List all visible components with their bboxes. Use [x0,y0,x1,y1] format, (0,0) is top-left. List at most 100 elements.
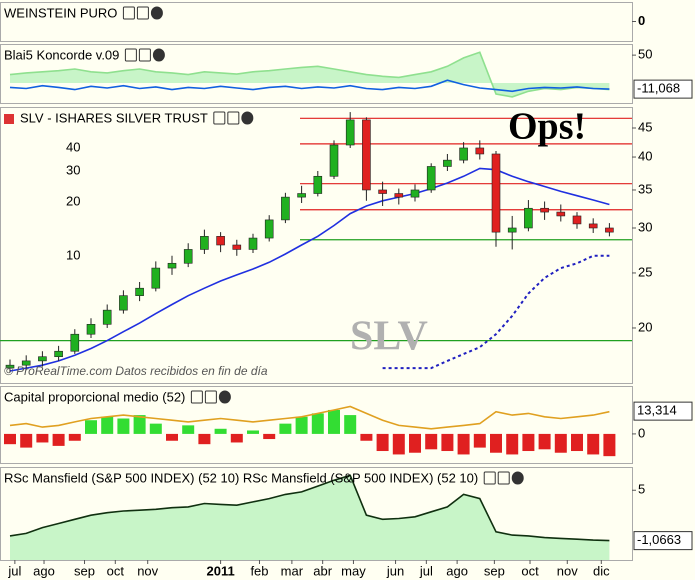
candle-body [605,227,614,233]
x-tick-label: sep [74,563,95,578]
x-tick-label: may [341,563,366,578]
candle-body [378,189,387,194]
candle-body [248,237,258,250]
bar [571,433,583,452]
panel-icon [136,6,149,20]
x-tick-label: feb [250,563,268,578]
x-tick-label: nov [557,563,578,578]
inset-label: 10 [66,247,80,262]
y-tick-label: 0 [638,425,645,440]
x-tick-label: ago [446,563,468,578]
bar [214,428,227,434]
candle-body [264,219,274,239]
bar [425,433,438,450]
candle-body [459,147,468,161]
candle-body [281,196,290,221]
bar [230,433,243,443]
panel-title: Capital proporcional medio (52) [4,389,185,404]
candle-body [54,350,63,358]
x-tick-label: sep [484,563,505,578]
candle-body [345,119,355,146]
watermark: SLV [350,314,428,360]
line [9,167,610,372]
y-tick-label: 20 [638,319,652,334]
panel-frame [0,107,633,384]
panel-icon [511,471,524,485]
bar [247,430,259,434]
panel: Ops! SLV © ProRealTime.com Datos recibidos… [0,106,652,384]
candle-body [426,166,436,191]
bar [409,433,421,453]
candle-body [70,333,80,352]
title-icon [4,114,14,124]
value-box [633,79,693,99]
value-label: 13,314 [637,403,677,418]
candle-body [572,215,582,225]
x-tick-label: 2011 [206,563,234,578]
panel-icon [241,111,254,125]
candle-body [313,175,323,194]
bar [441,433,454,452]
x-tick-label: oct [107,563,125,578]
candle-body [297,193,306,198]
panel: RSc Mansfield (S&P 500 INDEX) (52 10) RS… [0,467,693,578]
candle-body [410,189,420,198]
candle-body [38,356,47,362]
panel-icon [213,111,226,125]
bar [490,433,502,453]
bar [279,423,292,434]
value-box [633,401,693,421]
x-tick-label: dic [593,563,610,578]
area [10,52,610,97]
panel-icon [218,390,231,404]
bar [473,433,486,448]
bar [522,433,535,452]
bar [263,433,276,440]
y-tick-label: 35 [638,181,652,196]
x-tick-label: jul [419,563,433,578]
bar [4,433,16,445]
x-tick-label: abr [313,563,332,578]
candle-body [394,193,404,198]
bar [133,415,146,434]
candle-body [232,244,242,250]
panel: Capital proporcional medio (52) 0 13,314 [0,386,693,464]
candle-body [102,309,112,325]
x-tick-label: jul [7,563,21,578]
panel-title: RSc Mansfield (S&P 500 INDEX) (52 10) RS… [4,470,478,485]
candle-body [183,249,193,264]
panel-icon [150,6,163,20]
candle-body [491,153,501,233]
panel-icon [122,6,135,20]
bar [554,433,567,453]
candle-body [556,211,566,217]
bar [587,433,600,455]
candle-body [200,236,209,250]
value-box [633,531,693,551]
bar [36,433,49,443]
bar [101,416,114,434]
y-tick-label: 50 [638,47,652,62]
panel-title: Blai5 Koncorde v.09 [4,47,119,62]
x-tick-label: nov [137,563,158,578]
bar [149,423,162,434]
bar [344,415,357,434]
candle-body [86,324,96,335]
panel-frame [0,2,633,42]
bar [295,416,308,434]
line [9,51,610,98]
bar [506,433,519,455]
x-tick-label: oct [521,563,539,578]
line [9,405,610,430]
bar [311,413,324,434]
x-tick-label: ago [33,563,55,578]
y-tick-label: 0 [638,13,645,28]
line [9,79,610,93]
panel-title: SLV - ISHARES SILVER TRUST [20,110,208,125]
bar [198,433,211,445]
panel: Blai5 Koncorde v.09 50 -11,068 [0,44,693,104]
area [10,475,610,560]
bar [538,433,551,450]
candle-body [443,159,452,167]
panel-icon [190,390,203,404]
